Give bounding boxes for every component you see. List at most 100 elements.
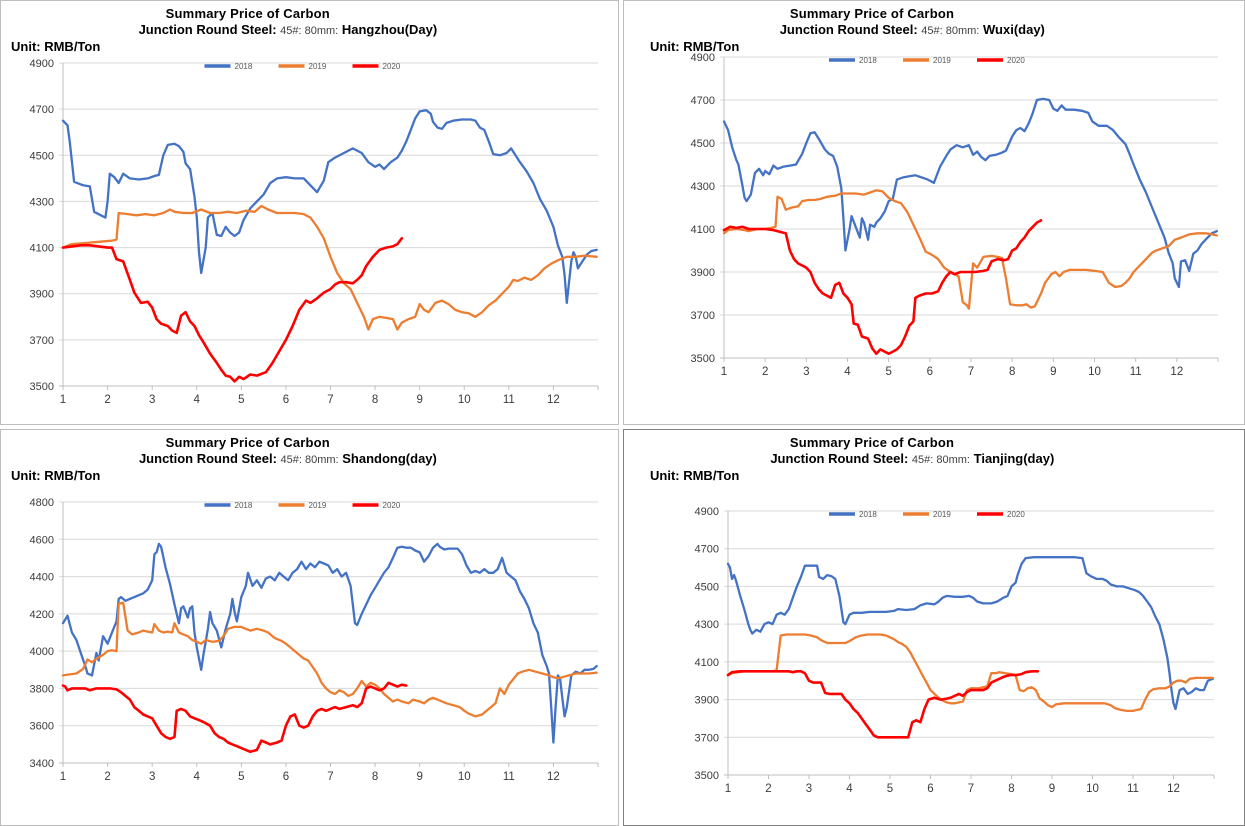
x-axis-label: 11 <box>1127 783 1139 795</box>
chart-panel-wuxi: Summary Price of Carbon Junction Round S… <box>623 0 1245 425</box>
x-axis-label: 11 <box>503 771 515 783</box>
x-axis-label: 8 <box>1008 783 1014 795</box>
y-axis-label: 4500 <box>30 150 54 162</box>
chart-title-line1: Summary Price of Carbon <box>789 435 955 450</box>
chart-title-prefix: Junction Round Steel: <box>779 22 918 37</box>
series-line-2018 <box>61 542 598 744</box>
x-axis-label: 3 <box>806 783 812 795</box>
series-line-2019 <box>61 204 598 331</box>
x-axis-label: 11 <box>1130 366 1142 378</box>
legend-item-2020: 2020 <box>352 501 401 510</box>
x-axis-label: 3 <box>149 394 155 406</box>
x-axis-label: 10 <box>458 394 471 406</box>
x-axis-label: 5 <box>885 366 891 378</box>
series-line-2019 <box>722 189 1218 310</box>
x-axis-label: 11 <box>503 394 515 406</box>
x-axis-label: 6 <box>283 771 289 783</box>
y-axis-label: 4400 <box>30 572 54 584</box>
y-axis-label: 4700 <box>691 95 715 107</box>
x-axis-label: 12 <box>547 771 560 783</box>
y-axis-label: 3600 <box>30 721 54 733</box>
y-axis-label: 3500 <box>691 353 715 365</box>
chart-header: Summary Price of Carbon Junction Round S… <box>624 1 1244 54</box>
legend-label: 2020 <box>1007 510 1025 519</box>
y-axis-label: 3800 <box>30 683 54 695</box>
x-axis-label: 5 <box>887 783 893 795</box>
y-axis-label: 4300 <box>695 619 719 631</box>
unit-label: Unit: RMB/Ton <box>11 468 101 483</box>
x-axis-label: 1 <box>60 394 66 406</box>
x-axis-label: 7 <box>968 783 974 795</box>
x-axis-label: 5 <box>238 771 244 783</box>
unit-label: Unit: RMB/Ton <box>11 39 101 54</box>
y-axis-label: 4500 <box>695 581 719 593</box>
x-axis-label: 3 <box>149 771 155 783</box>
y-axis-label: 4300 <box>691 181 715 193</box>
y-axis-label: 3500 <box>30 381 54 393</box>
y-axis-label: 4700 <box>30 104 54 116</box>
x-axis-label: 12 <box>547 394 560 406</box>
x-axis-label: 12 <box>1167 783 1180 795</box>
legend-item-2020: 2020 <box>977 56 1025 65</box>
x-axis-label: 2 <box>104 771 110 783</box>
y-axis-label: 4900 <box>30 58 54 70</box>
y-axis-label: 3500 <box>695 770 719 782</box>
unit-label: Unit: RMB/Ton <box>650 468 740 483</box>
chart-title-city: Wuxi(day) <box>983 22 1045 37</box>
legend-label: 2018 <box>859 510 877 519</box>
x-axis-label: 8 <box>1009 366 1015 378</box>
y-axis-label: 4900 <box>695 506 719 518</box>
chart-title-city: Hangzhou(Day) <box>341 22 438 37</box>
x-axis-label: 9 <box>1050 366 1056 378</box>
y-axis-label: 3400 <box>30 758 54 770</box>
x-axis-label: 4 <box>844 366 851 378</box>
legend-item-2019: 2019 <box>278 62 327 71</box>
y-axis-label: 3700 <box>691 310 715 322</box>
chart-title-prefix: Junction Round Steel: <box>770 451 909 466</box>
legend-item-2020: 2020 <box>352 62 401 71</box>
y-axis-label: 4000 <box>30 646 54 658</box>
chart-title-spec: 45#: 80mm: <box>280 454 339 466</box>
x-axis-label: 9 <box>416 394 422 406</box>
chart-title-line2: Junction Round Steel: 45#: 80mm: Shandon… <box>1 451 618 466</box>
series-line-2019 <box>726 633 1214 713</box>
legend-label: 2020 <box>383 501 401 510</box>
x-axis-label: 1 <box>60 771 66 783</box>
chart-header: Summary Price of Carbon Junction Round S… <box>1 1 618 56</box>
chart-title-city: Tianjing(day) <box>973 451 1055 466</box>
y-axis-label: 3900 <box>30 289 54 301</box>
x-axis-label: 4 <box>846 783 853 795</box>
legend-label: 2019 <box>309 62 327 71</box>
x-axis-label: 8 <box>372 771 378 783</box>
y-axis-label: 4800 <box>30 497 54 509</box>
x-axis-label: 7 <box>327 394 333 406</box>
chart-title-line1: Summary Price of Carbon <box>165 6 330 21</box>
x-axis-label: 2 <box>762 366 768 378</box>
x-axis-label: 12 <box>1170 366 1183 378</box>
x-axis-label: 9 <box>416 771 422 783</box>
y-axis-label: 4200 <box>30 609 54 621</box>
x-axis-label: 6 <box>927 783 933 795</box>
x-axis-label: 4 <box>194 394 201 406</box>
x-axis-label: 9 <box>1049 783 1055 795</box>
chart-title-spec: 45#: 80mm: <box>921 25 980 37</box>
chart-title-prefix: Junction Round Steel: <box>138 451 277 466</box>
y-axis-label: 4600 <box>30 534 54 546</box>
series-line-2018 <box>61 109 598 305</box>
x-axis-label: 2 <box>104 394 110 406</box>
y-axis-label: 3700 <box>30 335 54 347</box>
x-axis-label: 2 <box>765 783 771 795</box>
legend-label: 2020 <box>383 62 401 71</box>
x-axis-label: 1 <box>725 783 731 795</box>
x-axis-label: 10 <box>1088 366 1101 378</box>
series-line-2018 <box>726 556 1214 711</box>
legend-label: 2018 <box>235 62 253 71</box>
chart-panel-hangzhou: Summary Price of Carbon Junction Round S… <box>0 0 619 425</box>
x-axis-label: 7 <box>327 771 333 783</box>
chart-header: Summary Price of Carbon Junction Round S… <box>1 430 618 485</box>
series-line-2020 <box>726 670 1040 739</box>
unit-label: Unit: RMB/Ton <box>650 39 740 54</box>
chart-title-prefix: Junction Round Steel: <box>138 22 277 37</box>
